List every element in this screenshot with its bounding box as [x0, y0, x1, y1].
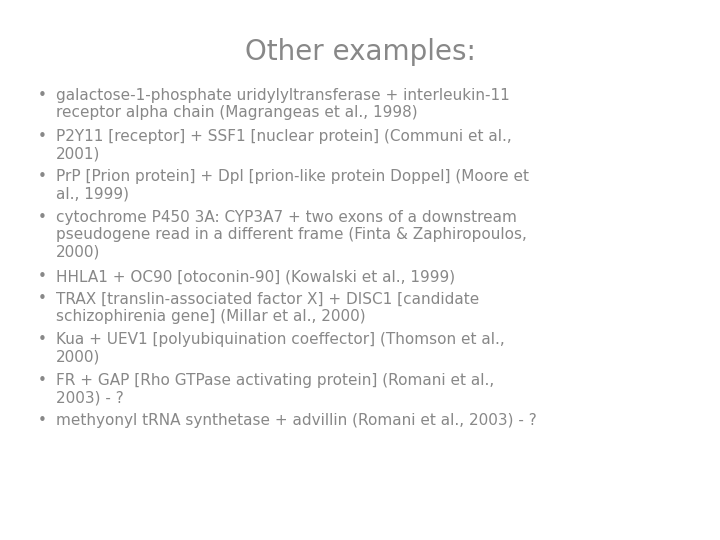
Text: Other examples:: Other examples: — [245, 38, 475, 66]
Text: galactose-1-phosphate uridylyltransferase + interleukin-11
receptor alpha chain : galactose-1-phosphate uridylyltransferas… — [56, 88, 510, 120]
Text: •: • — [38, 210, 47, 225]
Text: HHLA1 + OC90 [otoconin-90] (Kowalski et al., 1999): HHLA1 + OC90 [otoconin-90] (Kowalski et … — [56, 269, 455, 284]
Text: cytochrome P450 3A: CYP3A7 + two exons of a downstream
pseudogene read in a diff: cytochrome P450 3A: CYP3A7 + two exons o… — [56, 210, 527, 260]
Text: TRAX [translin-associated factor X] + DISC1 [candidate
schizophirenia gene] (Mil: TRAX [translin-associated factor X] + DI… — [56, 292, 480, 324]
Text: •: • — [38, 269, 47, 284]
Text: •: • — [38, 88, 47, 103]
Text: P2Y11 [receptor] + SSF1 [nuclear protein] (Communi et al.,
2001): P2Y11 [receptor] + SSF1 [nuclear protein… — [56, 129, 512, 161]
Text: •: • — [38, 373, 47, 388]
Text: Kua + UEV1 [polyubiquination coeffector] (Thomson et al.,
2000): Kua + UEV1 [polyubiquination coeffector]… — [56, 332, 505, 365]
Text: •: • — [38, 170, 47, 184]
Text: •: • — [38, 292, 47, 306]
Text: •: • — [38, 332, 47, 347]
Text: methyonyl tRNA synthetase + advillin (Romani et al., 2003) - ?: methyonyl tRNA synthetase + advillin (Ro… — [56, 413, 536, 428]
Text: PrP [Prion protein] + Dpl [prion-like protein Doppel] (Moore et
al., 1999): PrP [Prion protein] + Dpl [prion-like pr… — [56, 170, 529, 202]
Text: FR + GAP [Rho GTPase activating protein] (Romani et al.,
2003) - ?: FR + GAP [Rho GTPase activating protein]… — [56, 373, 494, 405]
Text: •: • — [38, 413, 47, 428]
Text: •: • — [38, 129, 47, 144]
